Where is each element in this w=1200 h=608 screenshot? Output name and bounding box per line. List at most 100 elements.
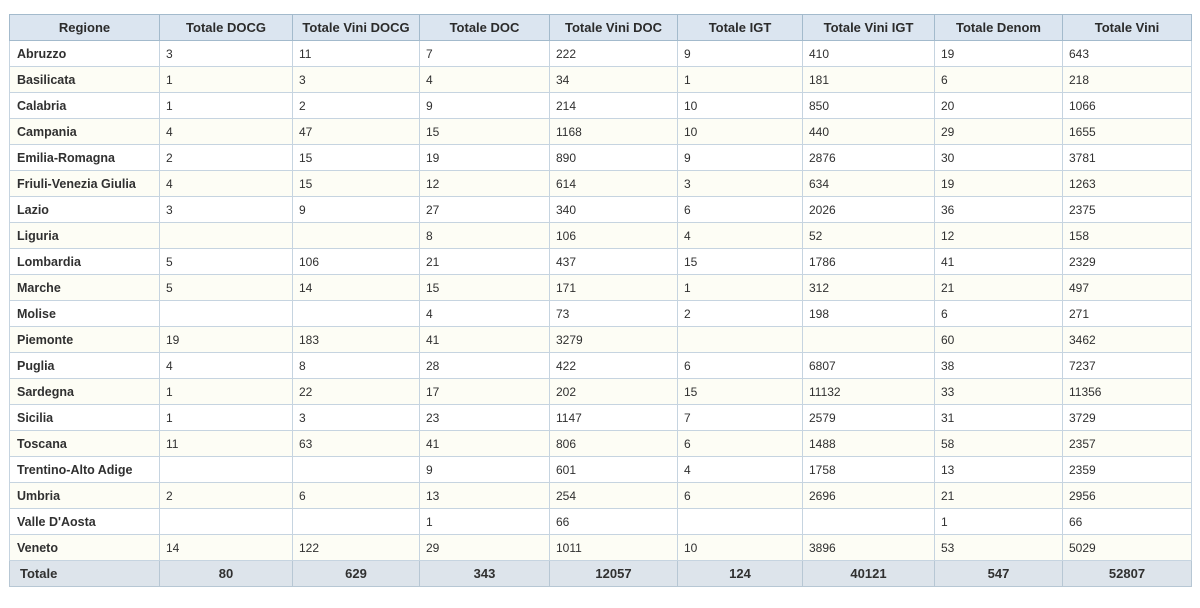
- value-cell: 1066: [1062, 92, 1192, 119]
- value-cell: 2: [677, 300, 803, 327]
- value-cell: 214: [549, 92, 678, 119]
- value-cell: 8: [419, 222, 550, 249]
- value-cell: 218: [1062, 66, 1192, 93]
- value-cell: 1: [159, 378, 293, 405]
- total-value-cell: 80: [159, 560, 293, 587]
- value-cell: 28: [419, 352, 550, 379]
- value-cell: 4: [419, 66, 550, 93]
- value-cell: 890: [549, 144, 678, 171]
- region-cell: Veneto: [9, 534, 160, 561]
- value-cell: 30: [934, 144, 1063, 171]
- value-cell: 437: [549, 248, 678, 275]
- value-cell: 6: [677, 196, 803, 223]
- value-cell: 2956: [1062, 482, 1192, 509]
- value-cell: 9: [419, 92, 550, 119]
- value-cell: 9: [677, 144, 803, 171]
- value-cell: 21: [934, 274, 1063, 301]
- value-cell: 8: [292, 352, 420, 379]
- region-cell: Puglia: [9, 352, 160, 379]
- region-cell: Campania: [9, 118, 160, 145]
- value-cell: [677, 326, 803, 353]
- value-cell: 2876: [802, 144, 935, 171]
- region-cell: Trentino-Alto Adige: [9, 456, 160, 483]
- table-row: Friuli-Venezia Giulia 4 15 12 614 3 634 19 1263: [9, 170, 1192, 197]
- value-cell: 1758: [802, 456, 935, 483]
- value-cell: 12: [419, 170, 550, 197]
- value-cell: 3: [292, 404, 420, 431]
- total-value-cell: 547: [934, 560, 1063, 587]
- region-cell: Toscana: [9, 430, 160, 457]
- value-cell: 13: [419, 482, 550, 509]
- table-row: Veneto 14 122 29 1011 10 3896 53 5029: [9, 534, 1192, 561]
- value-cell: 2357: [1062, 430, 1192, 457]
- value-cell: 2: [159, 482, 293, 509]
- value-cell: 2329: [1062, 248, 1192, 275]
- value-cell: 17: [419, 378, 550, 405]
- value-cell: 21: [419, 248, 550, 275]
- table-body: Abruzzo 3 11 7 222 9 410 19 643 Basilicata 1 3 4 34 1 1…: [9, 40, 1192, 561]
- value-cell: 22: [292, 378, 420, 405]
- table-row: Calabria 1 2 9 214 10 850 20 1066: [9, 92, 1192, 119]
- value-cell: 106: [292, 248, 420, 275]
- value-cell: 41: [934, 248, 1063, 275]
- value-cell: 53: [934, 534, 1063, 561]
- value-cell: 15: [677, 248, 803, 275]
- value-cell: 4: [159, 352, 293, 379]
- value-cell: 6: [292, 482, 420, 509]
- value-cell: 2026: [802, 196, 935, 223]
- value-cell: 497: [1062, 274, 1192, 301]
- value-cell: 1786: [802, 248, 935, 275]
- table-row: Umbria 2 6 13 254 6 2696 21 2956: [9, 482, 1192, 509]
- table-row: Liguria 8 106 4 52 12 158: [9, 222, 1192, 249]
- value-cell: 66: [549, 508, 678, 535]
- value-cell: 9: [292, 196, 420, 223]
- value-cell: 15: [677, 378, 803, 405]
- value-cell: 1147: [549, 404, 678, 431]
- value-cell: 29: [419, 534, 550, 561]
- value-cell: 1: [419, 508, 550, 535]
- value-cell: 4: [159, 118, 293, 145]
- value-cell: 6: [677, 430, 803, 457]
- value-cell: 41: [419, 326, 550, 353]
- value-cell: 66: [1062, 508, 1192, 535]
- table-row: Marche 5 14 15 171 1 312 21 497: [9, 274, 1192, 301]
- total-value-cell: 12057: [549, 560, 678, 587]
- table-row: Lazio 3 9 27 340 6 2026 36 2375: [9, 196, 1192, 223]
- value-cell: 3462: [1062, 326, 1192, 353]
- value-cell: 34: [549, 66, 678, 93]
- value-cell: 222: [549, 40, 678, 67]
- value-cell: 10: [677, 118, 803, 145]
- value-cell: 10: [677, 534, 803, 561]
- value-cell: 14: [292, 274, 420, 301]
- region-cell: Liguria: [9, 222, 160, 249]
- table-row: Basilicata 1 3 4 34 1 181 6 218: [9, 66, 1192, 93]
- value-cell: 73: [549, 300, 678, 327]
- totals-row: Totale 80 629 343 12057 124 40121 547 52807: [9, 560, 1192, 587]
- region-cell: Molise: [9, 300, 160, 327]
- totals-label: Totale: [9, 560, 160, 587]
- region-cell: Basilicata: [9, 66, 160, 93]
- wine-denominations-table: Regione Totale DOCG Totale Vini DOCG Totale…: [9, 14, 1192, 587]
- value-cell: 122: [292, 534, 420, 561]
- value-cell: 1488: [802, 430, 935, 457]
- value-cell: 440: [802, 118, 935, 145]
- value-cell: 10: [677, 92, 803, 119]
- column-header-totale-vini-igt: Totale Vini IGT: [802, 14, 935, 41]
- value-cell: 36: [934, 196, 1063, 223]
- value-cell: 15: [419, 118, 550, 145]
- value-cell: 4: [677, 456, 803, 483]
- value-cell: 11356: [1062, 378, 1192, 405]
- column-header-totale-denom: Totale Denom: [934, 14, 1063, 41]
- value-cell: [159, 300, 293, 327]
- value-cell: 1: [677, 66, 803, 93]
- value-cell: 5: [159, 248, 293, 275]
- value-cell: 3: [677, 170, 803, 197]
- value-cell: [159, 508, 293, 535]
- value-cell: 3: [292, 66, 420, 93]
- value-cell: 27: [419, 196, 550, 223]
- value-cell: 3279: [549, 326, 678, 353]
- value-cell: 19: [419, 144, 550, 171]
- region-cell: Sardegna: [9, 378, 160, 405]
- value-cell: 23: [419, 404, 550, 431]
- value-cell: 1655: [1062, 118, 1192, 145]
